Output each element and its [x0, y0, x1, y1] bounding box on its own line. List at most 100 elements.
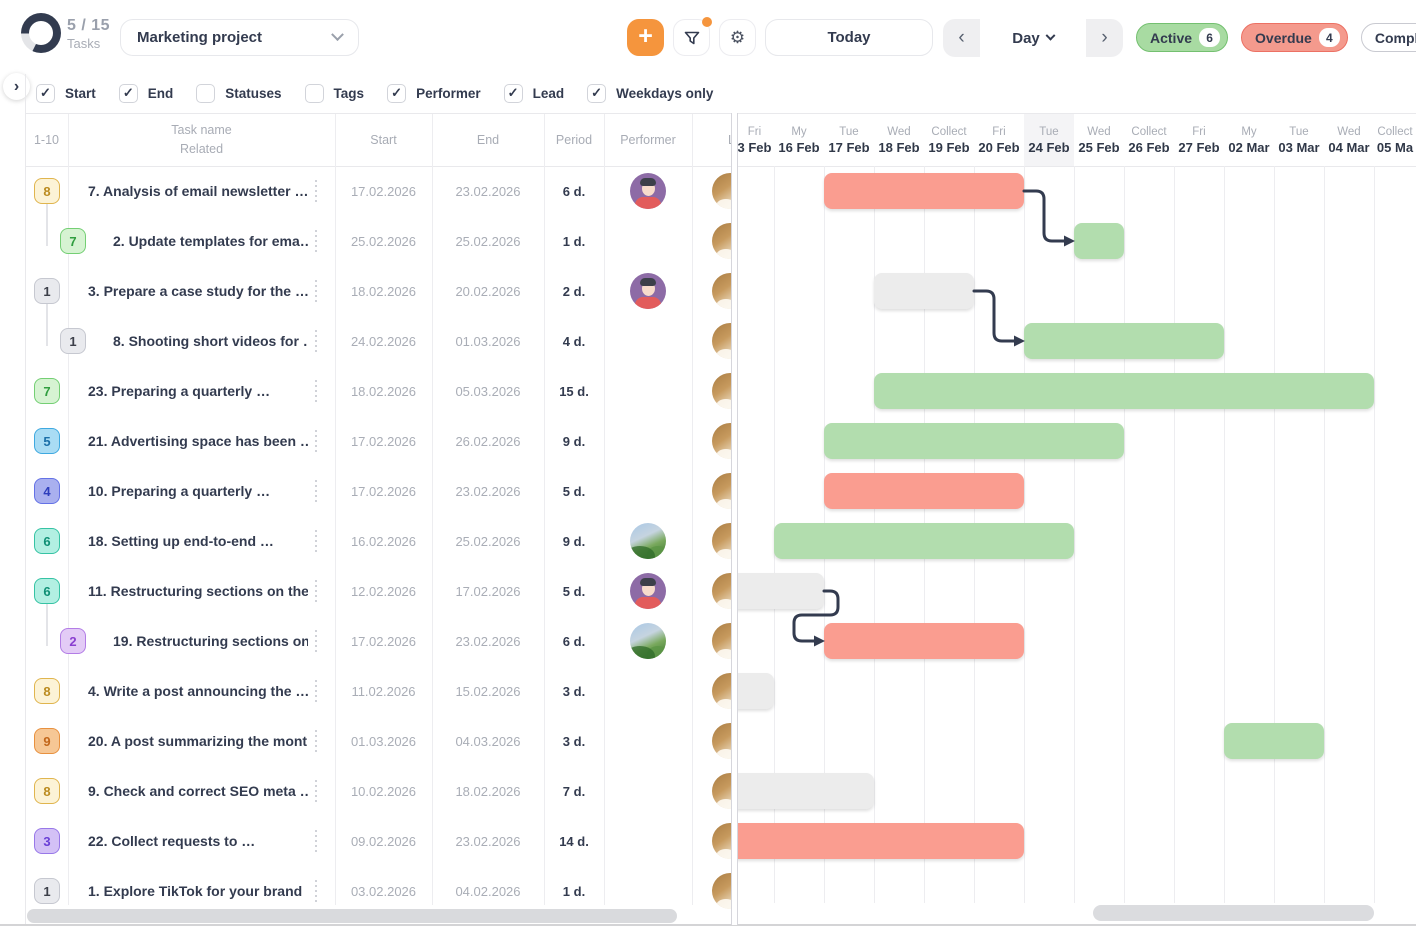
lead-avatar[interactable] [712, 323, 735, 359]
column-header-lead[interactable]: Lead [692, 131, 735, 150]
task-title[interactable]: 10. Preparing a quarterly … [88, 483, 271, 499]
lead-avatar[interactable] [712, 573, 735, 609]
task-title[interactable]: 8. Shooting short videos for … [113, 333, 308, 349]
lead-avatar[interactable] [712, 423, 735, 459]
status-filter-active[interactable]: Active 6 [1136, 23, 1229, 52]
today-button[interactable]: Today [765, 19, 933, 56]
lead-avatar[interactable] [712, 623, 735, 659]
gantt-horizontal-scrollbar[interactable] [1093, 905, 1374, 921]
column-header-task-name[interactable]: Task name Related [68, 121, 335, 159]
task-title[interactable]: 21. Advertising space has been … [88, 433, 308, 449]
table-row[interactable]: 7 23. Preparing a quarterly … 18.02.2026 05… [25, 366, 735, 416]
column-header-end[interactable]: End [476, 132, 500, 147]
task-menu-button[interactable] [311, 878, 321, 904]
lead-avatar[interactable] [712, 223, 735, 259]
filter-checkbox-statuses[interactable]: Statuses [196, 83, 282, 103]
lead-avatar[interactable] [712, 273, 735, 309]
lead-avatar[interactable] [712, 823, 735, 859]
task-title[interactable]: 20. A post summarizing the mont… [88, 733, 308, 749]
table-row[interactable]: 5 21. Advertising space has been … 17.02.2… [25, 416, 735, 466]
task-title[interactable]: 4. Write a post announcing the … [88, 683, 308, 699]
task-menu-button[interactable] [311, 728, 321, 754]
task-title[interactable]: 23. Preparing a quarterly … [88, 383, 271, 399]
checkbox-unchecked-icon[interactable] [196, 83, 216, 103]
table-row[interactable]: 6 11. Restructuring sections on the … 12.0… [25, 566, 735, 616]
column-header-range[interactable]: 1-10 [33, 132, 60, 147]
task-title[interactable]: 19. Restructuring sections on … [113, 633, 308, 649]
table-row[interactable]: 4 10. Preparing a quarterly … 17.02.2026 23… [25, 466, 735, 516]
gantt-bar[interactable] [824, 473, 1024, 509]
task-menu-button[interactable] [311, 628, 321, 654]
gantt-bar[interactable] [774, 523, 1074, 559]
status-filter-overdue[interactable]: Overdue 4 [1241, 23, 1348, 52]
task-menu-button[interactable] [311, 478, 321, 504]
table-row[interactable]: 8 4. Write a post announcing the … 11.02.2… [25, 666, 735, 716]
lead-avatar[interactable] [712, 773, 735, 809]
task-menu-button[interactable] [311, 678, 321, 704]
view-mode-selector[interactable]: Day [980, 19, 1086, 57]
table-row[interactable]: 7 2. Update templates for ema… 25.02.2026 2… [25, 204, 735, 266]
task-menu-button[interactable] [311, 778, 321, 804]
filter-checkbox-start[interactable]: ✓ Start [36, 83, 96, 103]
table-row[interactable]: 2 19. Restructuring sections on … 17.02.20… [25, 604, 735, 666]
lead-avatar[interactable] [712, 673, 735, 709]
filter-checkbox-performer[interactable]: ✓ Performer [387, 83, 481, 103]
task-title[interactable]: 11. Restructuring sections on the … [88, 583, 308, 599]
task-menu-button[interactable] [311, 228, 321, 254]
table-row[interactable]: 8 9. Check and correct SEO meta … 10.02.20… [25, 766, 735, 816]
task-title[interactable]: 3. Prepare a case study for the … [88, 283, 308, 299]
column-header-start[interactable]: Start [370, 132, 397, 147]
gantt-bar[interactable] [1224, 723, 1324, 759]
gantt-bar[interactable] [824, 173, 1024, 209]
performer-avatar[interactable] [630, 173, 666, 209]
task-title[interactable]: 1. Explore TikTok for your brand [88, 883, 303, 899]
project-selector[interactable]: Marketing project [120, 19, 359, 56]
column-header-performer[interactable]: Performer [620, 132, 676, 147]
checkbox-checked-icon[interactable]: ✓ [587, 83, 607, 103]
task-title[interactable]: 18. Setting up end-to-end … [88, 533, 274, 549]
filter-checkbox-weekdays-only[interactable]: ✓ Weekdays only [587, 83, 713, 103]
filter-checkbox-lead[interactable]: ✓ Lead [503, 83, 564, 103]
gantt-bar[interactable] [824, 623, 1024, 659]
filter-checkbox-end[interactable]: ✓ End [118, 83, 173, 103]
table-row[interactable]: 9 20. A post summarizing the mont… 01.03.2… [25, 716, 735, 766]
gantt-bar[interactable] [735, 823, 1024, 859]
gantt-bar[interactable] [1024, 323, 1224, 359]
performer-avatar[interactable] [630, 573, 666, 609]
settings-button[interactable]: ⚙ [719, 19, 756, 56]
add-task-button[interactable]: + [627, 19, 664, 56]
lead-avatar[interactable] [712, 723, 735, 759]
checkbox-unchecked-icon[interactable] [304, 83, 324, 103]
checkbox-checked-icon[interactable]: ✓ [503, 83, 523, 103]
task-menu-button[interactable] [311, 428, 321, 454]
lead-avatar[interactable] [712, 873, 735, 909]
gantt-bar[interactable] [874, 373, 1374, 409]
gantt-bar[interactable] [1074, 223, 1124, 259]
gantt-bar[interactable] [824, 423, 1124, 459]
table-horizontal-scrollbar[interactable] [27, 909, 677, 923]
task-title[interactable]: 7. Analysis of email newsletter … [88, 183, 308, 199]
task-menu-button[interactable] [311, 178, 321, 204]
table-row[interactable]: 1 3. Prepare a case study for the … 18.02.… [25, 266, 735, 316]
checkbox-checked-icon[interactable]: ✓ [118, 83, 138, 103]
checkbox-checked-icon[interactable]: ✓ [36, 83, 55, 103]
gantt-bar[interactable] [735, 573, 824, 609]
prev-period-button[interactable]: ‹ [943, 19, 980, 57]
lead-avatar[interactable] [712, 473, 735, 509]
table-row[interactable]: 3 22. Collect requests to … 09.02.2026 23.0… [25, 816, 735, 866]
task-title[interactable]: 2. Update templates for ema… [113, 233, 308, 249]
gantt-bar[interactable] [735, 773, 874, 809]
task-menu-button[interactable] [311, 528, 321, 554]
next-period-button[interactable]: › [1086, 19, 1123, 57]
table-row[interactable]: 6 18. Setting up end-to-end … 16.02.2026 25… [25, 516, 735, 566]
performer-avatar[interactable] [630, 273, 666, 309]
performer-avatar[interactable] [630, 623, 666, 659]
table-row[interactable]: 8 7. Analysis of email newsletter … 17.02.… [25, 166, 735, 216]
task-menu-button[interactable] [311, 828, 321, 854]
lead-avatar[interactable] [712, 173, 735, 209]
task-title[interactable]: 9. Check and correct SEO meta … [88, 783, 308, 799]
status-filter-comple[interactable]: Comple [1360, 23, 1416, 52]
task-menu-button[interactable] [311, 328, 321, 354]
task-title[interactable]: 22. Collect requests to … [88, 833, 256, 849]
task-menu-button[interactable] [311, 378, 321, 404]
